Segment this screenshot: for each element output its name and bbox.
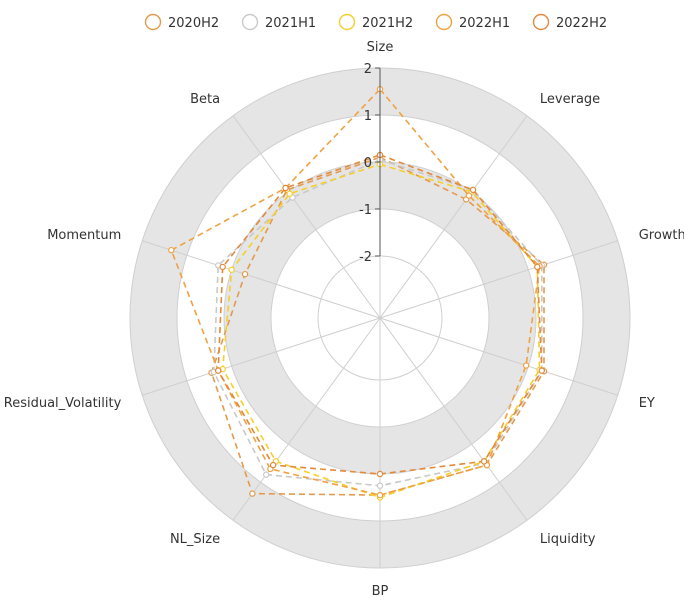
tick-label: 0 bbox=[364, 156, 372, 171]
data-point bbox=[376, 491, 384, 499]
indicator-label: EY bbox=[639, 396, 655, 411]
indicator-labels: Size Leverage Growth EY Liquidity BP NL_Size Re… bbox=[4, 40, 684, 599]
tick-label: 1 bbox=[364, 109, 372, 124]
data-point bbox=[249, 490, 256, 497]
indicator-label: Residual_Volatility bbox=[4, 396, 122, 411]
tick-label: 2 bbox=[364, 62, 372, 77]
series-line bbox=[170, 88, 541, 496]
legend-label: 2020H2 bbox=[168, 16, 219, 31]
data-point bbox=[215, 367, 222, 374]
spoke-line bbox=[379, 240, 618, 319]
data-point bbox=[465, 192, 473, 199]
indicator-label: Momentum bbox=[47, 228, 121, 243]
legend-label: 2021H2 bbox=[362, 16, 413, 31]
data-point bbox=[376, 482, 384, 489]
indicator-label: Growth bbox=[639, 228, 684, 243]
legend-label: 2022H1 bbox=[459, 16, 510, 31]
radar-spokes bbox=[142, 68, 618, 568]
spoke-line bbox=[379, 317, 528, 521]
legend-marker bbox=[532, 13, 550, 31]
data-point bbox=[534, 263, 541, 271]
indicator-label: BP bbox=[372, 584, 389, 599]
data-point bbox=[263, 471, 270, 478]
legend-item[interactable]: 2022H2 bbox=[532, 13, 608, 32]
data-point bbox=[269, 461, 277, 469]
indicator-label: Size bbox=[367, 40, 394, 55]
legend-marker bbox=[144, 13, 162, 31]
legend-label: 2022H2 bbox=[556, 16, 607, 31]
data-point bbox=[168, 246, 175, 254]
data-point bbox=[219, 263, 226, 271]
spoke-line bbox=[142, 240, 381, 319]
indicator-label: Leverage bbox=[540, 92, 600, 107]
legend-item[interactable]: 2022H1 bbox=[435, 13, 511, 32]
data-point bbox=[522, 362, 530, 369]
tick-label: -1 bbox=[359, 203, 372, 218]
data-point bbox=[241, 270, 249, 278]
indicator-label: Liquidity bbox=[540, 532, 596, 547]
data-point bbox=[469, 186, 477, 194]
tick-label: -2 bbox=[359, 250, 372, 265]
indicator-label: NL_Size bbox=[170, 532, 220, 547]
spoke-line bbox=[379, 317, 618, 396]
data-point bbox=[376, 470, 384, 478]
spoke-line bbox=[142, 317, 381, 396]
data-point bbox=[538, 367, 545, 374]
legend-item[interactable]: 2021H1 bbox=[241, 13, 317, 32]
legend-marker bbox=[241, 13, 259, 31]
radial-ticks: 2 1 0 -1 -2 bbox=[359, 62, 381, 265]
data-point bbox=[228, 266, 235, 273]
data-point bbox=[286, 190, 293, 197]
legend-marker bbox=[435, 13, 453, 31]
legend-label: 2021H1 bbox=[265, 16, 316, 31]
legend-marker bbox=[338, 13, 356, 31]
spoke-line bbox=[379, 115, 528, 319]
indicator-label: Beta bbox=[190, 92, 220, 107]
spoke-line bbox=[232, 317, 381, 521]
legend-item[interactable]: 2020H2 bbox=[144, 13, 220, 32]
legend[interactable]: 2020H2 2021H1 2021H2 2022H1 2022H2 bbox=[144, 13, 608, 32]
series-2022H2 bbox=[215, 151, 545, 478]
data-point bbox=[480, 458, 488, 465]
legend-item[interactable]: 2021H2 bbox=[338, 13, 414, 32]
data-point bbox=[282, 184, 289, 192]
series-group bbox=[168, 85, 548, 501]
spoke-line bbox=[232, 115, 381, 319]
